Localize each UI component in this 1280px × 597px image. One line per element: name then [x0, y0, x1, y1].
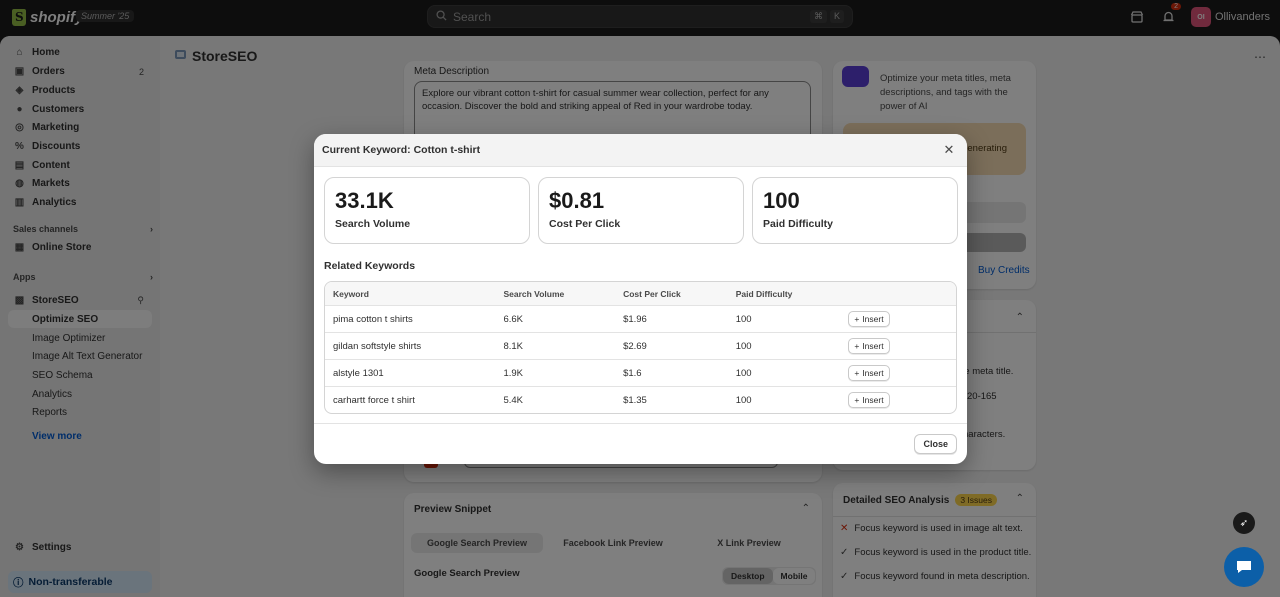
- plus-icon: +: [854, 395, 860, 405]
- table-header: Keyword Search Volume Cost Per Click Pai…: [325, 282, 956, 305]
- stat-value: 100: [763, 188, 800, 213]
- cpc-cell: $1.6: [623, 367, 642, 379]
- insert-label: Insert: [862, 368, 884, 378]
- plus-icon: +: [854, 368, 860, 378]
- insert-label: Insert: [862, 341, 884, 351]
- action-cell: + Insert: [848, 365, 956, 381]
- difficulty-cell: 100: [735, 313, 752, 325]
- volume-cell: 1.9K: [503, 367, 523, 379]
- difficulty-cell: 100: [735, 340, 752, 352]
- insert-label: Insert: [862, 395, 884, 405]
- close-button[interactable]: Close: [914, 434, 957, 454]
- cpc-cell: $1.35: [623, 394, 647, 406]
- stat-cost-per-click: $0.81 Cost Per Click: [538, 177, 744, 244]
- stat-paid-difficulty: 100 Paid Difficulty: [752, 177, 958, 244]
- related-keywords-table: Keyword Search Volume Cost Per Click Pai…: [324, 281, 957, 414]
- stat-value: 33.1K: [335, 188, 394, 213]
- action-cell: + Insert: [848, 311, 956, 327]
- insert-button[interactable]: + Insert: [848, 392, 890, 408]
- modal-footer: Close: [314, 423, 967, 464]
- stat-label: Search Volume: [335, 218, 411, 230]
- col-keyword: Keyword: [333, 288, 369, 299]
- volume-cell: 8.1K: [503, 340, 523, 352]
- keyword-stats: 33.1K Search Volume $0.81 Cost Per Click…: [324, 177, 958, 244]
- action-cell: + Insert: [848, 338, 956, 354]
- difficulty-cell: 100: [735, 394, 752, 406]
- cpc-cell: $1.96: [623, 313, 647, 325]
- chat-button[interactable]: [1224, 547, 1264, 587]
- table-row: pima cotton t shirts 6.6K $1.96 100 + Ins…: [325, 305, 956, 332]
- keyword-cell: gildan softstyle shirts: [333, 340, 422, 352]
- action-cell: + Insert: [848, 392, 956, 408]
- keyword-cell: pima cotton t shirts: [333, 313, 413, 325]
- stat-search-volume: 33.1K Search Volume: [324, 177, 530, 244]
- stat-label: Cost Per Click: [549, 218, 621, 230]
- table-row: alstyle 1301 1.9K $1.6 100 + Insert: [325, 359, 956, 386]
- modal-title: Current Keyword: Cotton t-shirt: [322, 144, 481, 156]
- col-search-volume: Search Volume: [503, 288, 565, 299]
- volume-cell: 6.6K: [503, 313, 523, 325]
- col-cost-per-click: Cost Per Click: [623, 288, 681, 299]
- col-paid-difficulty: Paid Difficulty: [735, 288, 793, 299]
- plus-icon: +: [854, 341, 860, 351]
- rocket-icon[interactable]: ➶: [1233, 512, 1255, 534]
- keyword-cell: alstyle 1301: [333, 367, 384, 379]
- close-icon[interactable]: ✕: [943, 142, 955, 157]
- keyword-cell: carhartt force t shirt: [333, 394, 415, 406]
- insert-button[interactable]: + Insert: [848, 338, 890, 354]
- cpc-cell: $2.69: [623, 340, 647, 352]
- table-row: gildan softstyle shirts 8.1K $2.69 100 +…: [325, 332, 956, 359]
- related-keywords-title: Related Keywords: [324, 260, 416, 272]
- table-row: carhartt force t shirt 5.4K $1.35 100 + I…: [325, 386, 956, 413]
- chat-icon: [1237, 561, 1251, 573]
- difficulty-cell: 100: [735, 367, 752, 379]
- stat-value: $0.81: [549, 188, 605, 213]
- keyword-modal: Current Keyword: Cotton t-shirt ✕ 33.1K …: [314, 134, 967, 464]
- insert-button[interactable]: + Insert: [848, 311, 890, 327]
- volume-cell: 5.4K: [503, 394, 523, 406]
- insert-label: Insert: [862, 314, 884, 324]
- plus-icon: +: [854, 314, 860, 324]
- insert-button[interactable]: + Insert: [848, 365, 890, 381]
- modal-header: Current Keyword: Cotton t-shirt ✕: [314, 134, 967, 167]
- stat-label: Paid Difficulty: [763, 218, 834, 230]
